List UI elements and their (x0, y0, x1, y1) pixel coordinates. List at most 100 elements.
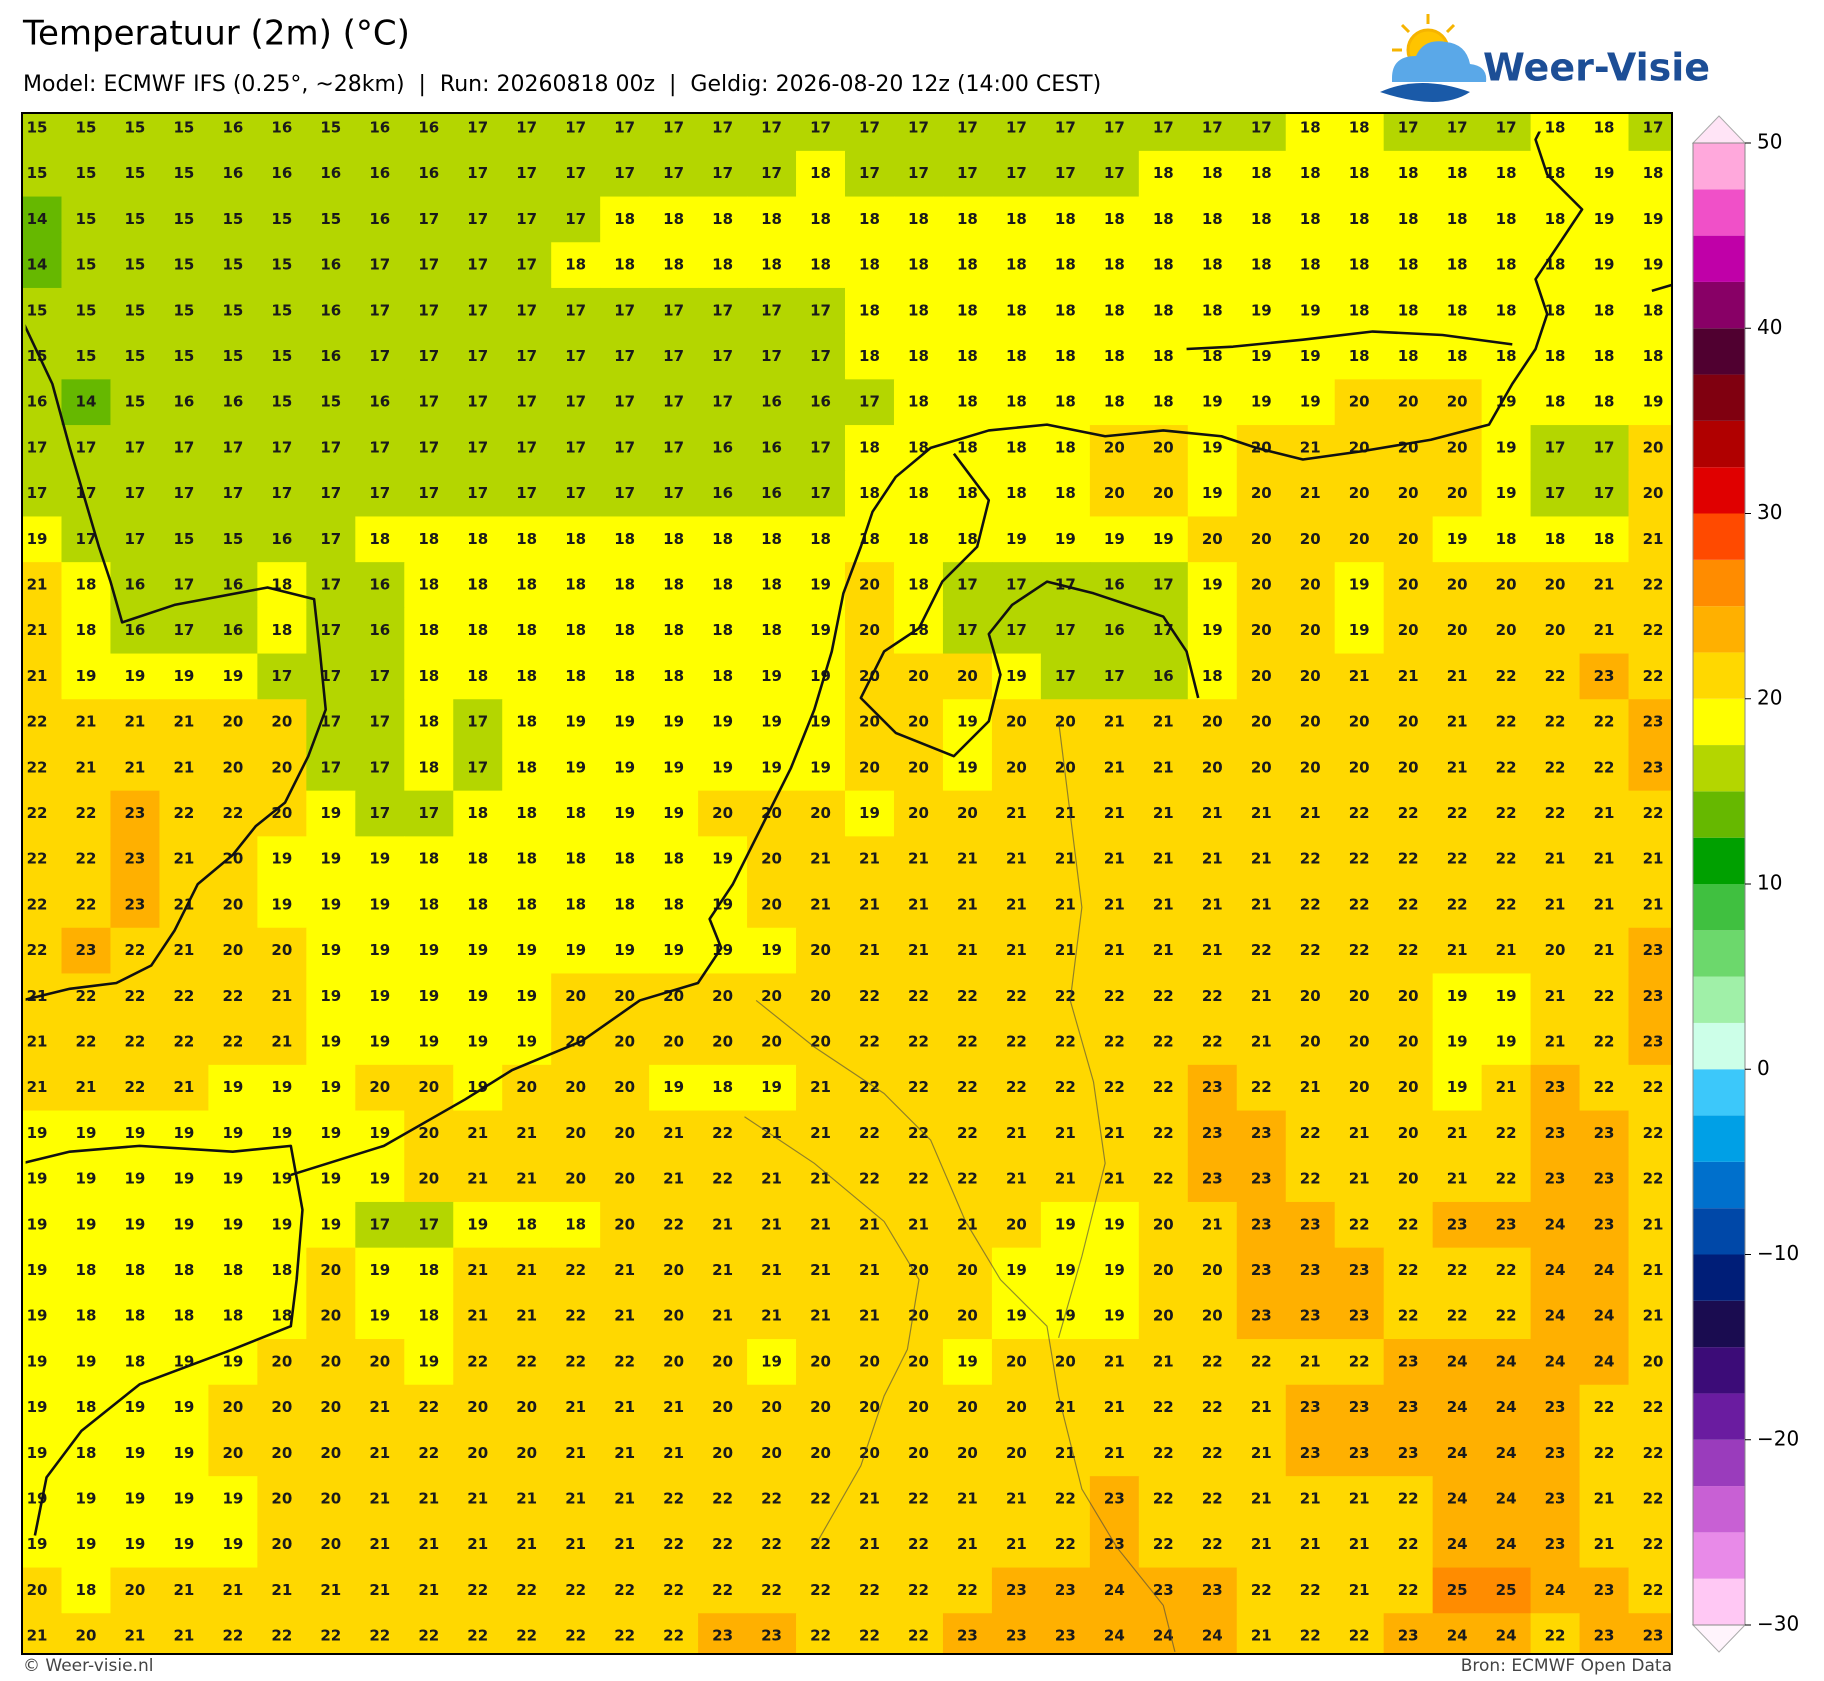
temperature-label: 18 (467, 530, 488, 548)
temperature-label: 21 (1006, 1490, 1027, 1508)
temperature-cell (159, 242, 209, 289)
temperature-cell (355, 927, 405, 974)
temperature-label: 16 (271, 164, 292, 182)
temperature-label: 17 (369, 438, 390, 456)
temperature-cell (1187, 927, 1238, 974)
temperature-label: 23 (1300, 1444, 1321, 1462)
temperature-cell (404, 699, 454, 746)
temperature-label: 18 (1006, 301, 1027, 319)
temperature-label: 18 (418, 850, 439, 868)
temperature-label: 22 (957, 1170, 978, 1188)
temperature-cell (698, 333, 748, 380)
temperature-label: 20 (663, 1261, 684, 1279)
temperature-label: 18 (467, 621, 488, 639)
temperature-label: 20 (712, 1444, 733, 1462)
temperature-label: 20 (271, 1398, 292, 1416)
temperature-cell (1089, 836, 1140, 883)
temperature-cell (1481, 470, 1532, 517)
temperature-label: 21 (1349, 667, 1370, 685)
temperature-label: 18 (1447, 210, 1468, 228)
temperature-label: 23 (125, 895, 146, 913)
temperature-label: 20 (1398, 484, 1419, 502)
temperature-label: 22 (908, 1535, 929, 1553)
temperature-cell (1285, 379, 1336, 426)
temperature-label: 17 (565, 210, 586, 228)
temperature-label: 22 (1300, 895, 1321, 913)
temperature-cell (22, 287, 62, 335)
temperature-label: 17 (1055, 621, 1076, 639)
temperature-label: 14 (27, 256, 48, 274)
temperature-label: 21 (908, 1215, 929, 1233)
temperature-label: 19 (1153, 530, 1174, 548)
temperature-cell (1285, 607, 1336, 655)
temperature-cell (1285, 242, 1336, 289)
temperature-label: 21 (1447, 1124, 1468, 1142)
temperature-label: 18 (418, 530, 439, 548)
temperature-label: 16 (761, 484, 782, 502)
temperature-label: 19 (1055, 1215, 1076, 1233)
temperature-label: 20 (1251, 530, 1272, 548)
temperature-cell (796, 744, 846, 792)
temperature-label: 20 (761, 987, 782, 1005)
temperature-label: 22 (1251, 1078, 1272, 1096)
temperature-cell (1628, 470, 1672, 517)
temperature-label: 22 (1104, 987, 1125, 1005)
temperature-label: 20 (1300, 621, 1321, 639)
temperature-label: 17 (1643, 119, 1664, 137)
temperature-label: 24 (1496, 1352, 1517, 1370)
temperature-label: 19 (173, 1535, 194, 1553)
temperature-cell (1383, 516, 1434, 563)
temperature-cell (600, 882, 650, 929)
temperature-label: 17 (663, 438, 684, 456)
temperature-label: 21 (1055, 850, 1076, 868)
temperature-label: 20 (1251, 484, 1272, 502)
temperature-label: 17 (712, 119, 733, 137)
temperature-cell (257, 516, 307, 563)
temperature-cell (1040, 470, 1091, 517)
temperature-label: 16 (320, 301, 341, 319)
temperature-label: 17 (27, 484, 48, 502)
temperature-label: 21 (1251, 1627, 1272, 1645)
colorbar-segment (1693, 1532, 1745, 1579)
temperature-label: 19 (810, 667, 831, 685)
temperature-label: 17 (614, 301, 635, 319)
temperature-label: 19 (320, 941, 341, 959)
temperature-label: 18 (908, 576, 929, 594)
temperature-label: 20 (908, 1398, 929, 1416)
temperature-label: 19 (1643, 210, 1664, 228)
temperature-label: 20 (76, 1627, 97, 1645)
temperature-label: 16 (712, 438, 733, 456)
temperature-label: 21 (1643, 530, 1664, 548)
temperature-label: 18 (1055, 484, 1076, 502)
temperature-label: 22 (859, 1033, 880, 1051)
temperature-cell (942, 379, 993, 426)
temperature-label: 19 (125, 1535, 146, 1553)
temperature-cell (110, 470, 160, 517)
temperature-label: 18 (1496, 164, 1517, 182)
temperature-cell (306, 196, 356, 243)
temperature-label: 17 (369, 301, 390, 319)
temperature-label: 18 (1349, 256, 1370, 274)
temperature-label: 21 (1055, 895, 1076, 913)
temperature-label: 23 (1545, 1170, 1566, 1188)
temperature-label: 18 (957, 393, 978, 411)
temperature-label: 18 (418, 667, 439, 685)
temperature-label: 22 (663, 1581, 684, 1599)
temperature-label: 17 (467, 210, 488, 228)
temperature-label: 21 (1006, 941, 1027, 959)
temperature-label: 21 (810, 1261, 831, 1279)
temperature-cell (747, 242, 797, 289)
temperature-label: 22 (222, 1033, 243, 1051)
temperature-label: 20 (810, 1352, 831, 1370)
temperature-label: 21 (614, 1444, 635, 1462)
temperature-label: 20 (1398, 576, 1419, 594)
temperature-label: 18 (467, 850, 488, 868)
temperature-label: 20 (1398, 621, 1419, 639)
temperature-label: 17 (369, 758, 390, 776)
temperature-label: 23 (1398, 1398, 1419, 1416)
temperature-label: 22 (663, 1490, 684, 1508)
temperature-label: 19 (173, 1170, 194, 1188)
temperature-label: 20 (320, 1398, 341, 1416)
temperature-label: 21 (761, 1170, 782, 1188)
temperature-label: 18 (810, 530, 831, 548)
